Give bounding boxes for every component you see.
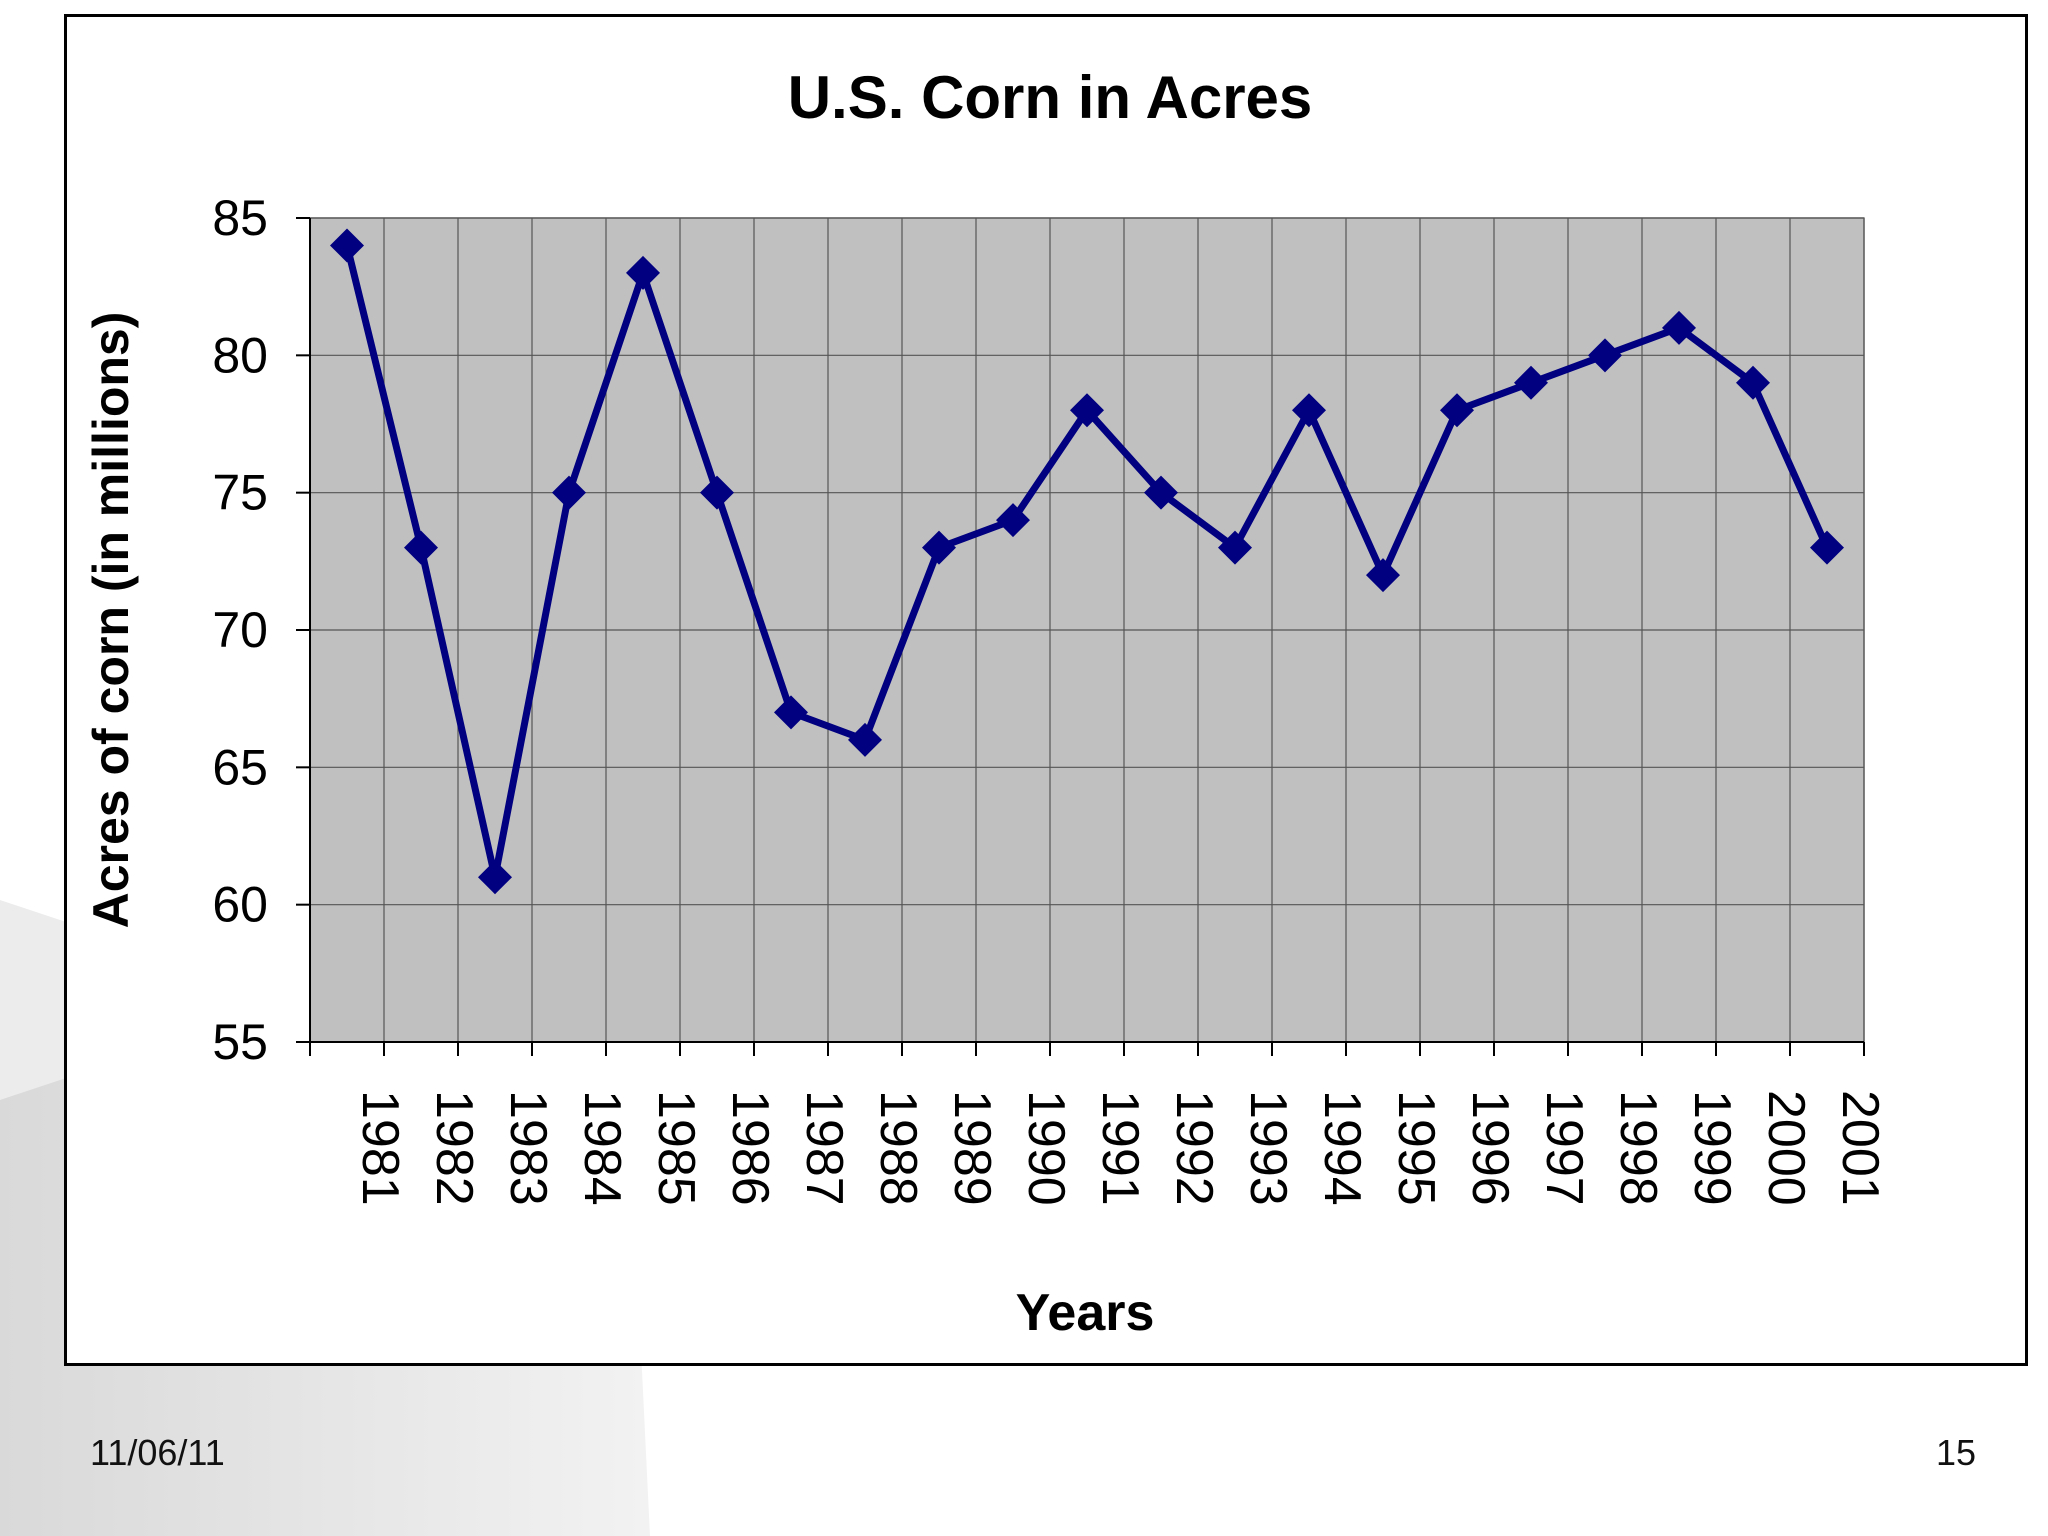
data-point <box>1144 475 1178 510</box>
data-point <box>848 722 882 757</box>
x-tick-label: 1999 <box>1683 1090 1741 1206</box>
x-tick-label: 1989 <box>943 1090 1001 1206</box>
x-axis-label: Years <box>1016 1284 1155 1342</box>
y-axis-label: Acres of corn (in millions) <box>83 312 139 929</box>
x-tick-label: 1993 <box>1239 1090 1297 1206</box>
x-tick-label: 1987 <box>795 1090 853 1206</box>
x-tick-label: 1994 <box>1313 1090 1371 1206</box>
y-tick-label: 80 <box>212 327 268 383</box>
x-tick-label: 1988 <box>869 1090 927 1206</box>
data-point <box>996 503 1030 538</box>
y-tick-label: 60 <box>212 877 268 933</box>
data-point <box>1218 530 1252 565</box>
x-tick-label: 1995 <box>1387 1090 1445 1206</box>
data-point <box>922 530 956 565</box>
data-point <box>1514 365 1548 400</box>
x-tick-label: 1997 <box>1535 1090 1593 1206</box>
data-point <box>552 475 586 510</box>
x-tick-label: 1990 <box>1017 1090 1075 1206</box>
data-point <box>626 255 660 290</box>
data-point <box>1366 558 1400 593</box>
data-point <box>404 530 438 565</box>
y-tick-label: 85 <box>212 190 268 246</box>
data-point <box>1070 393 1104 428</box>
x-tick-label: 1983 <box>499 1090 557 1206</box>
x-tick-label: 1986 <box>721 1090 779 1206</box>
data-point <box>1588 338 1622 373</box>
y-tick-label: 65 <box>212 739 268 795</box>
x-tick-label: 1998 <box>1609 1090 1667 1206</box>
data-point <box>478 860 512 895</box>
y-tick-label: 55 <box>212 1014 268 1070</box>
x-tick-label: 1985 <box>647 1090 705 1206</box>
data-point <box>330 228 364 263</box>
x-tick-label: 1992 <box>1165 1090 1223 1206</box>
x-tick-label: 2000 <box>1757 1090 1815 1206</box>
slide-date: 11/06/11 <box>90 1432 225 1473</box>
y-tick-label: 70 <box>212 602 268 658</box>
x-tick-label: 1996 <box>1461 1090 1519 1206</box>
data-point <box>774 695 808 730</box>
x-tick-label: 1982 <box>425 1090 483 1206</box>
data-point <box>1662 310 1696 345</box>
x-tick-label: 1981 <box>351 1090 409 1206</box>
data-point <box>1440 393 1474 428</box>
data-point <box>1736 365 1770 400</box>
x-tick-label: 2001 <box>1831 1090 1889 1206</box>
slide-page-number: 15 <box>1935 1432 1976 1473</box>
x-tick-label: 1984 <box>573 1090 631 1206</box>
data-point <box>1292 393 1326 428</box>
chart-title: U.S. Corn in Acres <box>788 64 1313 131</box>
data-point <box>700 475 734 510</box>
data-point <box>1810 530 1844 565</box>
x-tick-label: 1991 <box>1091 1090 1149 1206</box>
y-tick-label: 75 <box>212 465 268 521</box>
